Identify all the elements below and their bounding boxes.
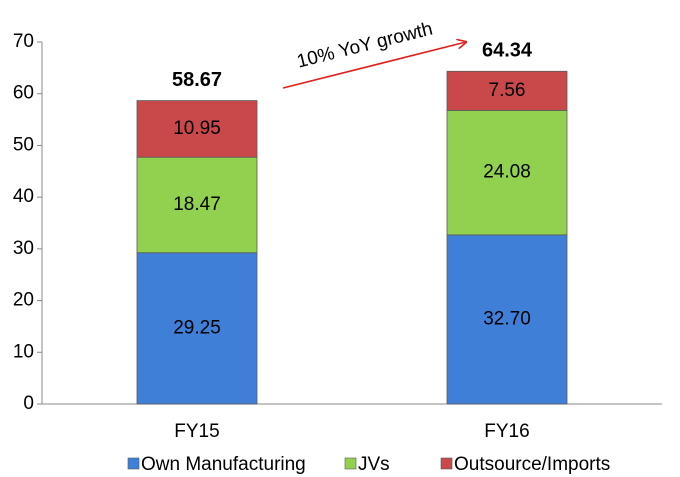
bar-segment <box>446 109 568 236</box>
legend-swatch <box>440 457 453 470</box>
y-tick-label: 10 <box>13 341 34 362</box>
y-tick-label: 70 <box>13 31 34 52</box>
growth-arrow <box>282 42 466 89</box>
x-tick-label: FY15 <box>174 421 219 442</box>
bar-segment <box>446 234 568 405</box>
y-tick-label: 40 <box>13 186 34 207</box>
legend-label: Outsource/Imports <box>454 454 610 475</box>
y-tick-label: 0 <box>23 393 34 414</box>
value-label: 7.56 <box>489 80 526 101</box>
value-label: 24.08 <box>483 162 531 183</box>
total-label: 64.34 <box>482 40 533 62</box>
legend-swatch <box>127 457 140 470</box>
y-tick-label: 20 <box>13 290 34 311</box>
bar-segment <box>136 156 258 254</box>
value-label: 29.25 <box>173 317 221 338</box>
annotation: 10% YoY growth <box>295 19 435 73</box>
bar-segment <box>136 252 258 405</box>
total-label: 58.67 <box>172 69 222 91</box>
value-label: 18.47 <box>173 194 221 215</box>
y-tick-label: 60 <box>13 83 34 104</box>
x-tick-label: FY16 <box>484 421 529 442</box>
legend-swatch <box>344 457 357 470</box>
y-tick-label: 30 <box>13 238 34 259</box>
y-tick-label: 50 <box>13 134 34 155</box>
value-label: 32.70 <box>483 308 531 329</box>
bar-segment <box>136 100 258 158</box>
bar-segment <box>446 70 568 111</box>
legend-label: Own Manufacturing <box>141 454 306 475</box>
legend-label: JVs <box>358 454 390 475</box>
value-label: 10.95 <box>173 118 221 139</box>
